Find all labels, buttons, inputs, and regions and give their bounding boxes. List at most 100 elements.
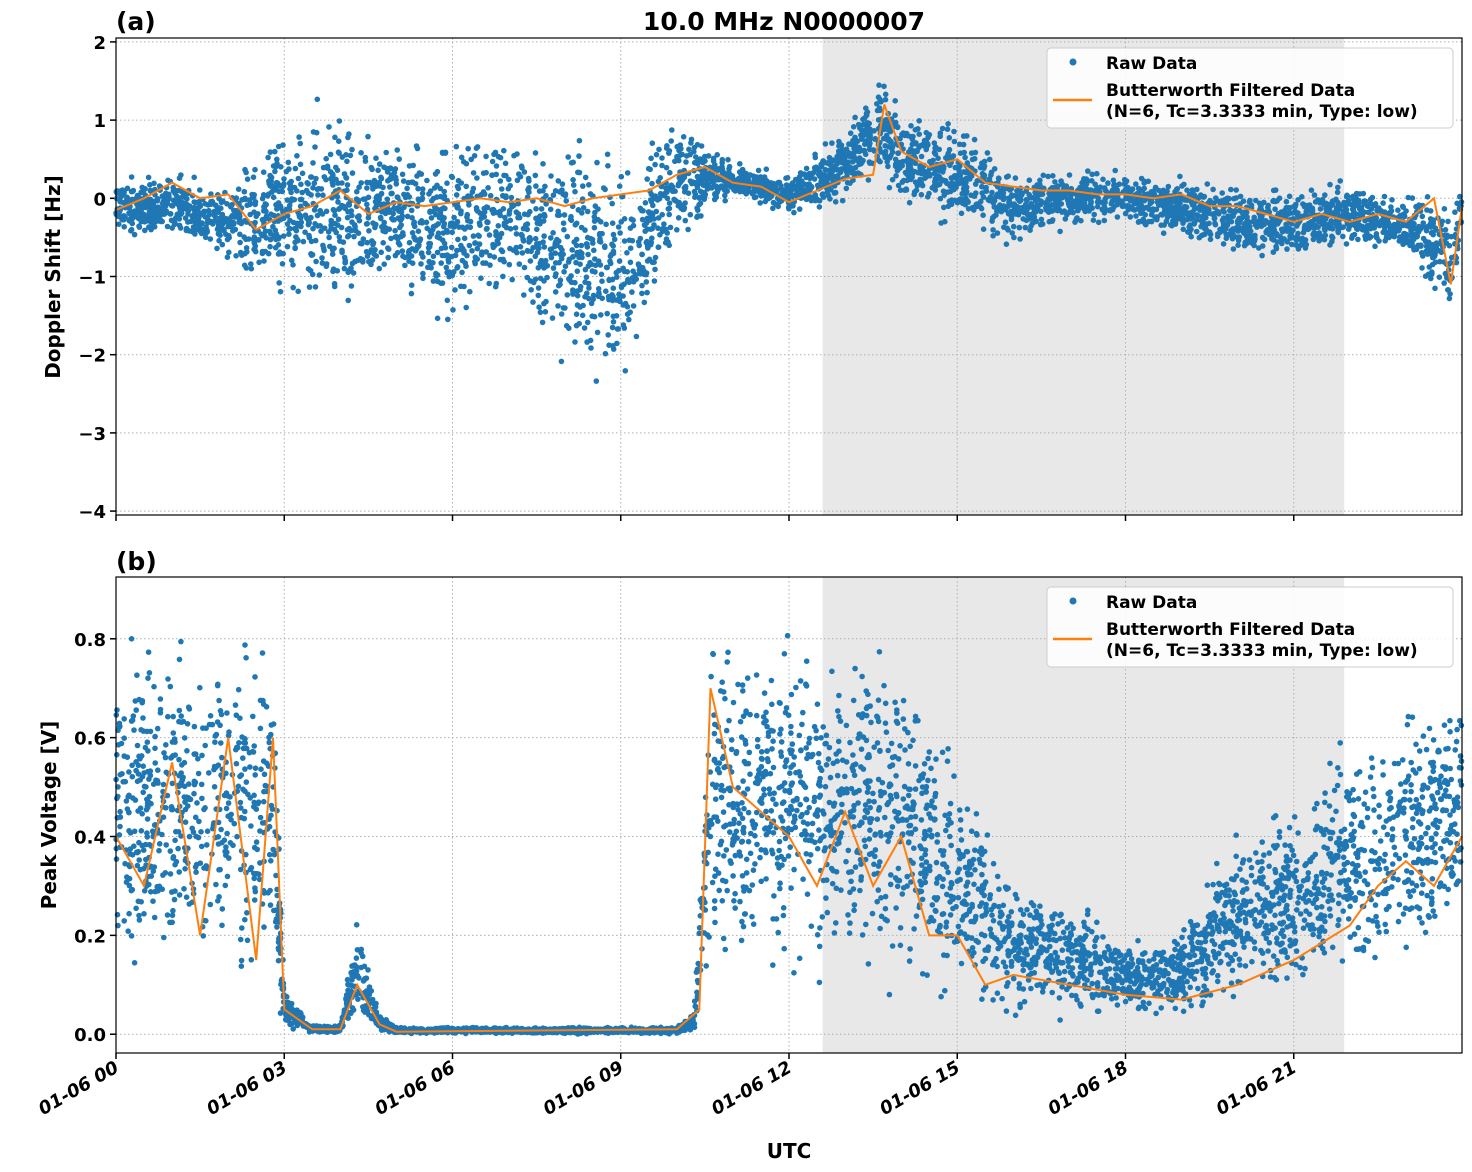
raw-data-point [251,209,257,215]
raw-data-point [501,147,507,154]
raw-data-point [1002,219,1009,225]
raw-data-point [620,322,627,328]
raw-data-point [461,226,468,232]
raw-data-point [542,183,548,190]
raw-data-point [1423,746,1430,753]
raw-data-point [796,206,803,212]
raw-data-point [986,156,993,163]
raw-data-point [309,271,316,278]
raw-data-point [850,124,857,130]
raw-data-point [336,234,343,240]
raw-data-point [1078,217,1084,224]
raw-data-point [509,204,515,210]
raw-data-point [495,223,502,229]
raw-data-point [177,225,184,231]
raw-data-point [327,151,334,158]
raw-data-point [238,957,245,964]
raw-data-point [294,153,300,159]
raw-data-point [1419,265,1425,271]
raw-data-point [202,201,208,207]
raw-data-point [1133,213,1139,219]
raw-data-point [1315,217,1321,224]
raw-data-point [727,184,734,190]
raw-data-point [121,224,127,230]
raw-data-point [533,206,539,212]
raw-data-point [602,350,609,357]
raw-data-point [127,208,134,215]
raw-data-point [649,180,655,187]
raw-data-point [244,176,251,182]
raw-data-point [441,188,448,195]
raw-data-point [315,192,321,198]
raw-data-point [1355,197,1362,204]
raw-data-point [319,255,325,261]
raw-data-point [686,146,692,153]
raw-data-point [271,233,278,239]
raw-data-point [415,196,422,202]
raw-data-point [1424,207,1430,213]
raw-data-point [940,169,946,175]
raw-data-point [491,254,498,260]
raw-data-point [252,219,258,226]
raw-data-point [176,175,183,181]
raw-data-point [961,149,967,156]
raw-data-point [1186,224,1192,230]
raw-data-point [288,178,295,185]
raw-data-point [1340,233,1346,240]
raw-data-point [244,202,250,209]
raw-data-point [1173,186,1180,193]
raw-data-point [1220,199,1227,206]
raw-data-point [280,233,287,239]
raw-data-point [582,294,588,300]
raw-data-point [882,118,888,124]
raw-data-point [409,179,415,185]
raw-data-point [951,138,958,145]
raw-data-point [338,224,345,231]
raw-data-point [713,183,719,189]
raw-data-point [243,236,249,243]
raw-data-point [520,236,526,243]
raw-data-point [424,225,431,232]
raw-data-point [1074,215,1080,221]
raw-data-point [398,222,405,228]
raw-data-point [1270,187,1277,194]
raw-data-point [1409,195,1416,201]
raw-data-point [1329,238,1335,245]
raw-data-point [473,207,480,213]
raw-data-point [332,134,338,141]
raw-data-point [692,194,698,200]
raw-data-point [451,214,457,221]
raw-data-point [1280,211,1286,217]
raw-data-point [418,218,425,224]
raw-data-point [664,143,670,149]
raw-data-point [349,146,355,153]
raw-data-point [627,259,634,266]
raw-data-point [988,195,994,201]
raw-data-point [1095,219,1102,226]
raw-data-point [295,288,302,295]
raw-data-point [159,200,166,207]
raw-data-point [813,165,820,172]
raw-data-point [500,206,507,212]
raw-data-point [787,183,793,189]
raw-data-point [480,260,486,266]
raw-data-point [971,136,978,143]
raw-data-point [910,133,916,140]
raw-data-point [576,320,582,327]
raw-data-point [1105,180,1111,186]
raw-data-point [1309,205,1316,211]
raw-data-point [476,241,483,247]
raw-data-point [164,223,171,230]
raw-data-point [698,143,705,149]
raw-data-point [300,238,307,245]
raw-data-point [347,152,354,159]
raw-data-point [1194,212,1200,218]
raw-data-point [935,155,941,162]
raw-data-point [438,245,445,252]
raw-data-point [675,181,682,188]
raw-data-point [603,221,609,228]
raw-data-point [1272,198,1278,205]
raw-data-point [640,208,646,214]
raw-data-point [434,272,441,278]
